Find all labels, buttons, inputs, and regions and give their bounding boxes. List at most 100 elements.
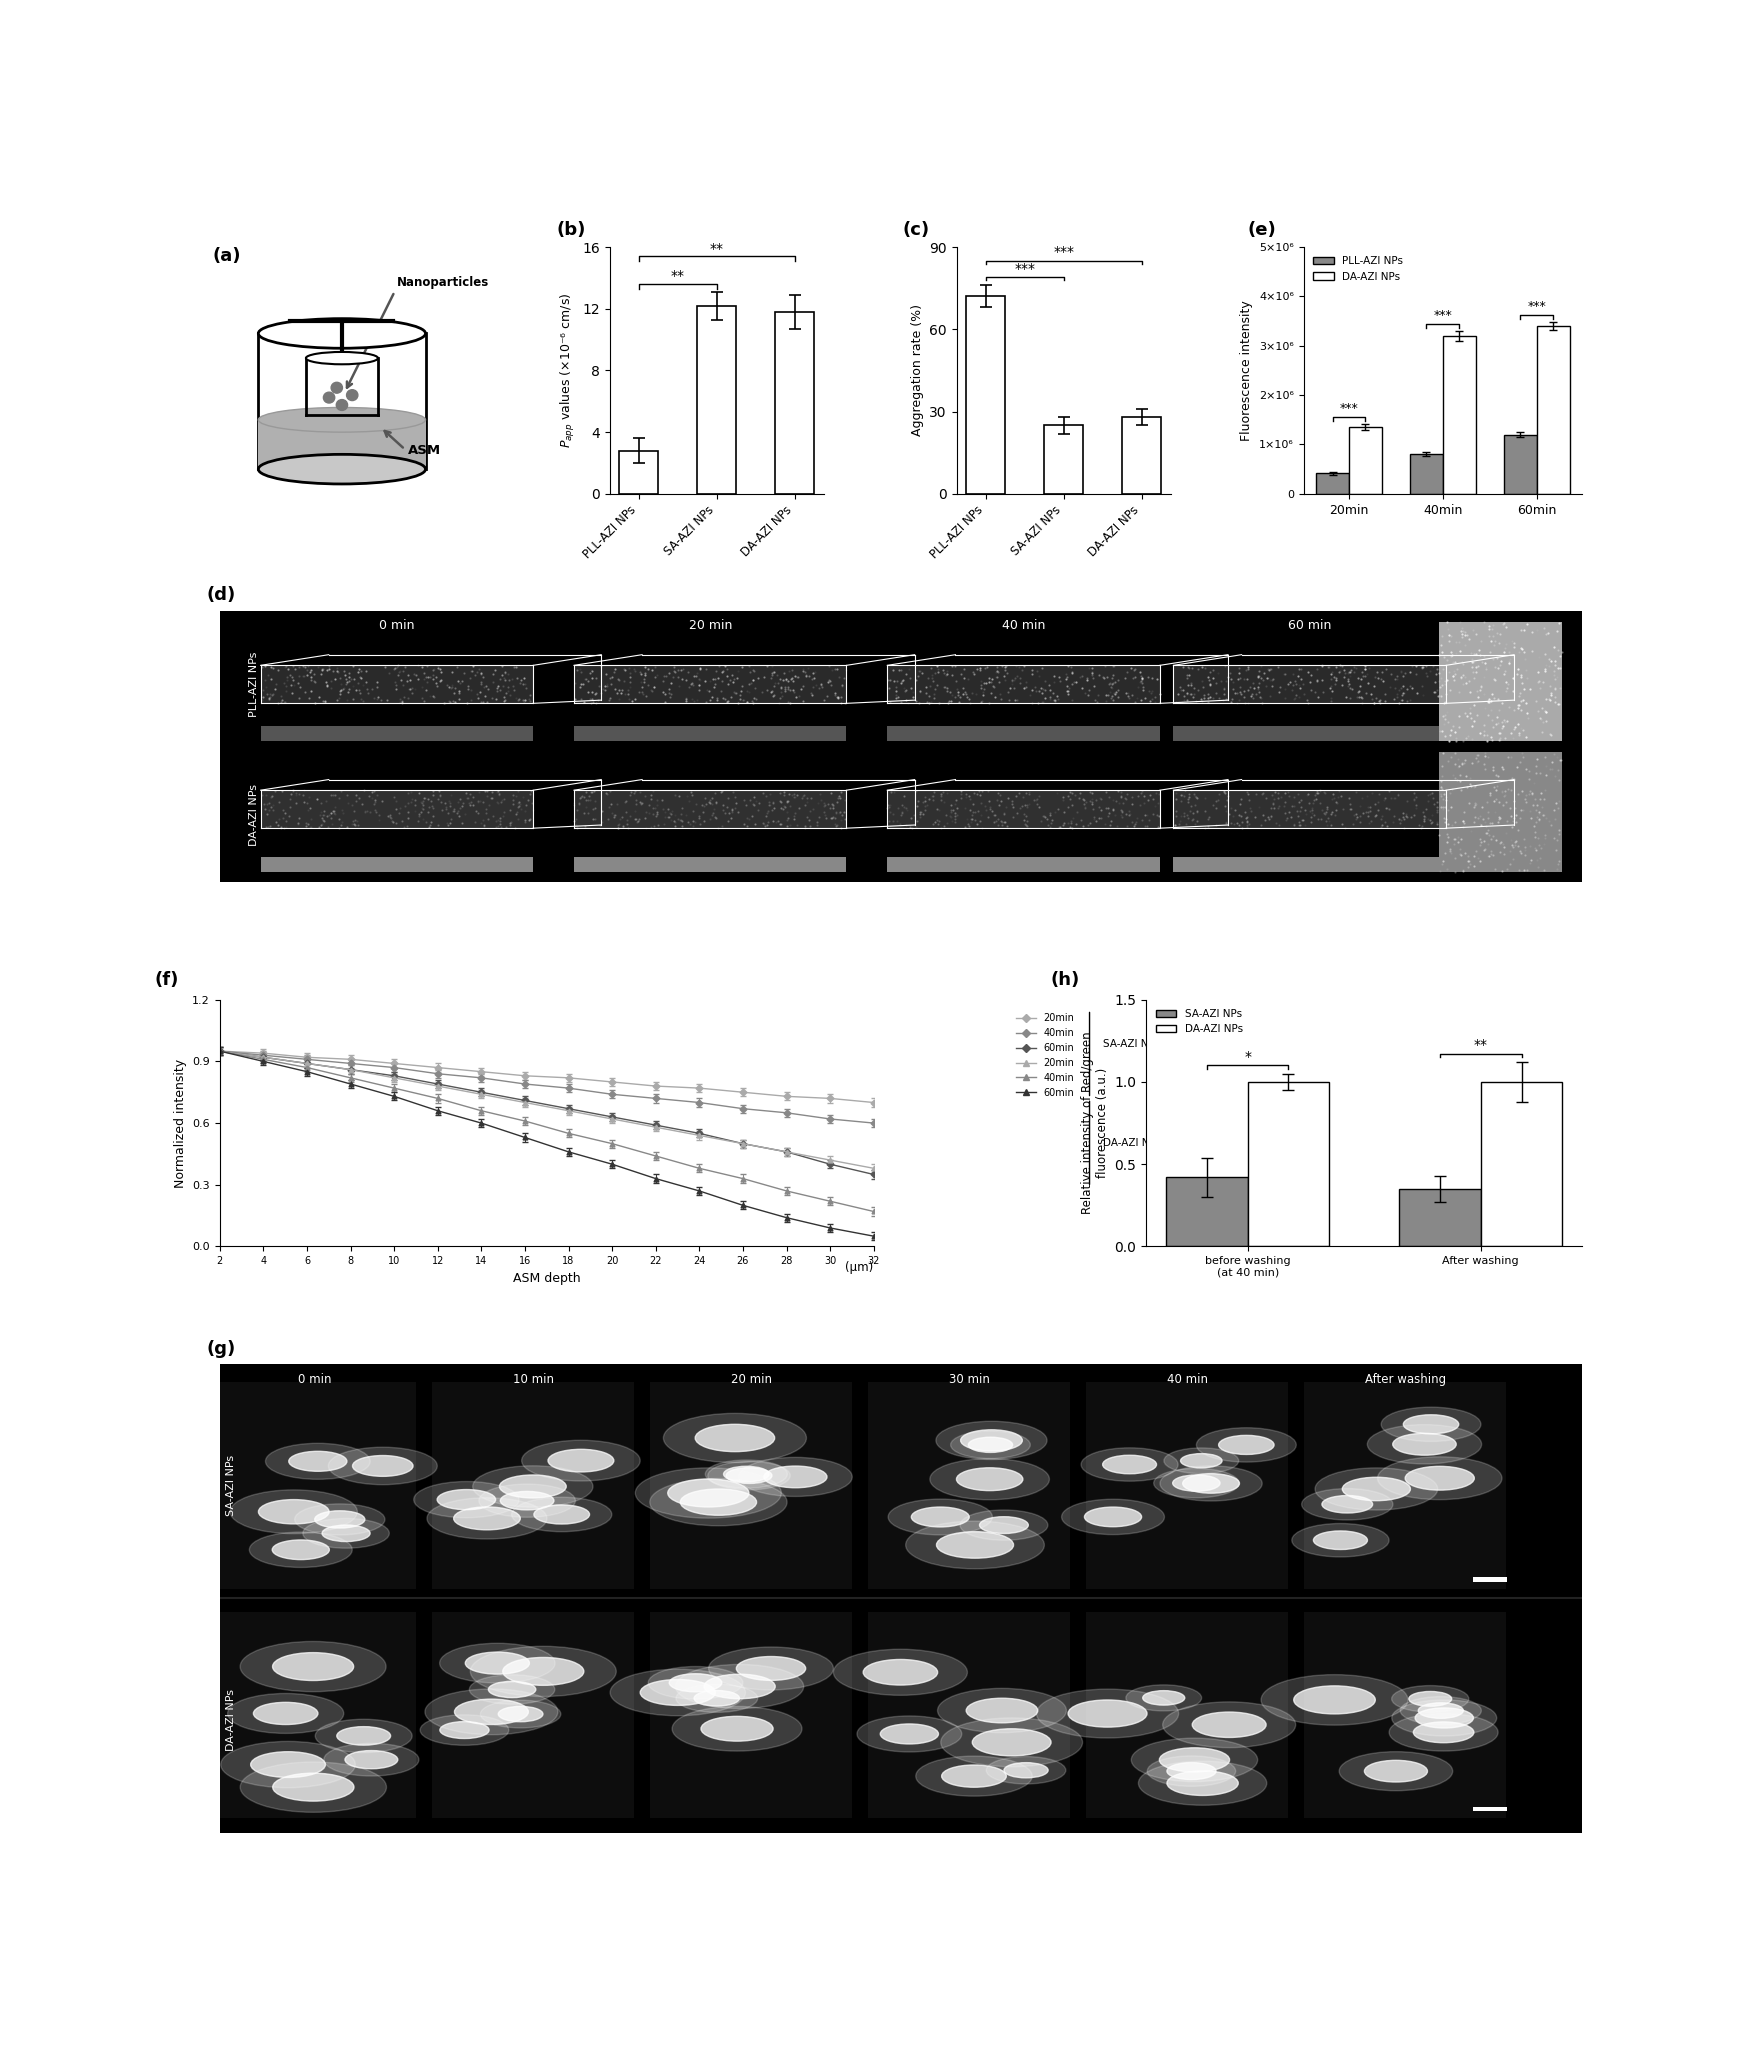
Circle shape	[675, 1664, 803, 1709]
Circle shape	[705, 1460, 787, 1489]
Bar	[1399, 1188, 1479, 1246]
Circle shape	[1182, 1474, 1239, 1493]
Circle shape	[1392, 1433, 1455, 1456]
Bar	[1304, 1612, 1506, 1818]
Text: DA-AZI NPs: DA-AZI NPs	[249, 784, 258, 846]
Circle shape	[501, 1491, 553, 1509]
Circle shape	[887, 1499, 993, 1534]
Circle shape	[1312, 1532, 1367, 1550]
Bar	[618, 451, 657, 494]
Circle shape	[425, 1688, 557, 1734]
Bar	[1348, 426, 1381, 494]
Text: ***: ***	[1052, 245, 1074, 259]
Bar	[1086, 1382, 1288, 1590]
Bar	[432, 1382, 634, 1590]
Text: ***: ***	[1339, 402, 1358, 416]
Circle shape	[323, 1744, 418, 1777]
Bar	[1472, 1806, 1506, 1812]
Circle shape	[336, 399, 348, 410]
Bar	[573, 857, 847, 871]
Circle shape	[302, 1517, 388, 1548]
Y-axis label: Fluorescence intensity: Fluorescence intensity	[1240, 301, 1253, 441]
Bar	[887, 857, 1160, 871]
Circle shape	[295, 1503, 385, 1534]
Circle shape	[1158, 1748, 1228, 1773]
Circle shape	[315, 1511, 365, 1528]
Circle shape	[1392, 1686, 1469, 1713]
Y-axis label: Normalized intensity: Normalized intensity	[174, 1058, 186, 1188]
Bar	[1165, 1178, 1247, 1246]
Circle shape	[1414, 1707, 1472, 1728]
Bar	[260, 665, 532, 704]
Circle shape	[675, 1684, 757, 1713]
Circle shape	[499, 1474, 566, 1499]
Circle shape	[662, 1412, 806, 1462]
Circle shape	[437, 1489, 495, 1509]
Circle shape	[1418, 1703, 1462, 1719]
Ellipse shape	[306, 352, 378, 364]
Circle shape	[1260, 1674, 1407, 1725]
Circle shape	[833, 1649, 966, 1695]
Circle shape	[346, 389, 358, 402]
Circle shape	[966, 1699, 1037, 1723]
Circle shape	[650, 1478, 787, 1526]
Circle shape	[322, 1526, 371, 1542]
Circle shape	[905, 1522, 1044, 1569]
Bar	[966, 296, 1005, 494]
Text: (μm): (μm)	[845, 1262, 873, 1275]
Circle shape	[1321, 1495, 1372, 1513]
Circle shape	[330, 383, 343, 393]
Circle shape	[951, 1431, 1030, 1458]
Y-axis label: Relative intensity of Red/green
fluorescence (a.u.): Relative intensity of Red/green fluoresc…	[1081, 1032, 1109, 1215]
Text: DA-AZI NPs: DA-AZI NPs	[225, 1688, 235, 1750]
Circle shape	[344, 1750, 397, 1769]
Circle shape	[956, 1468, 1023, 1491]
Bar	[1304, 1382, 1506, 1590]
Circle shape	[763, 1466, 826, 1489]
Text: DA-AZI NPs: DA-AZI NPs	[1102, 1139, 1160, 1147]
Circle shape	[680, 1489, 756, 1515]
Circle shape	[1399, 1697, 1481, 1725]
Circle shape	[942, 1765, 1005, 1787]
Text: ***: ***	[1527, 301, 1544, 313]
X-axis label: ASM depth: ASM depth	[513, 1272, 580, 1285]
Circle shape	[488, 1682, 536, 1697]
Polygon shape	[258, 420, 425, 469]
Circle shape	[353, 1456, 413, 1476]
Legend: PLL-AZI NPs, DA-AZI NPs: PLL-AZI NPs, DA-AZI NPs	[1307, 253, 1406, 286]
Circle shape	[251, 1752, 325, 1777]
Circle shape	[1339, 1752, 1451, 1791]
Circle shape	[1381, 1406, 1479, 1441]
Circle shape	[1191, 1711, 1265, 1738]
Circle shape	[1102, 1456, 1156, 1474]
Text: (g): (g)	[206, 1340, 235, 1359]
Bar	[1502, 434, 1536, 494]
Circle shape	[915, 1756, 1031, 1795]
Circle shape	[1363, 1760, 1427, 1781]
Circle shape	[230, 1491, 357, 1534]
Legend: SA-AZI NPs, DA-AZI NPs: SA-AZI NPs, DA-AZI NPs	[1151, 1005, 1246, 1038]
Circle shape	[1413, 1721, 1472, 1742]
Text: **: **	[710, 241, 724, 255]
Bar	[868, 1382, 1070, 1590]
Bar	[1472, 1577, 1506, 1581]
Circle shape	[315, 1719, 411, 1752]
Bar	[260, 857, 532, 871]
Text: SA-AZI NPs: SA-AZI NPs	[1102, 1040, 1160, 1050]
Text: Nanoparticles: Nanoparticles	[397, 276, 488, 288]
Circle shape	[736, 1657, 805, 1680]
Circle shape	[241, 1763, 387, 1812]
Bar	[887, 665, 1160, 704]
Circle shape	[610, 1670, 745, 1715]
Text: (a): (a)	[213, 247, 241, 266]
Circle shape	[1124, 1684, 1202, 1711]
Bar	[1086, 1612, 1288, 1818]
Text: (e): (e)	[1247, 220, 1276, 239]
Y-axis label: Aggregation rate (%): Aggregation rate (%)	[910, 305, 922, 437]
Circle shape	[1160, 1466, 1262, 1501]
Bar	[1174, 857, 1446, 871]
Circle shape	[478, 1485, 575, 1517]
Circle shape	[503, 1657, 583, 1686]
Circle shape	[936, 1532, 1014, 1559]
Text: 0 min: 0 min	[299, 1373, 332, 1386]
